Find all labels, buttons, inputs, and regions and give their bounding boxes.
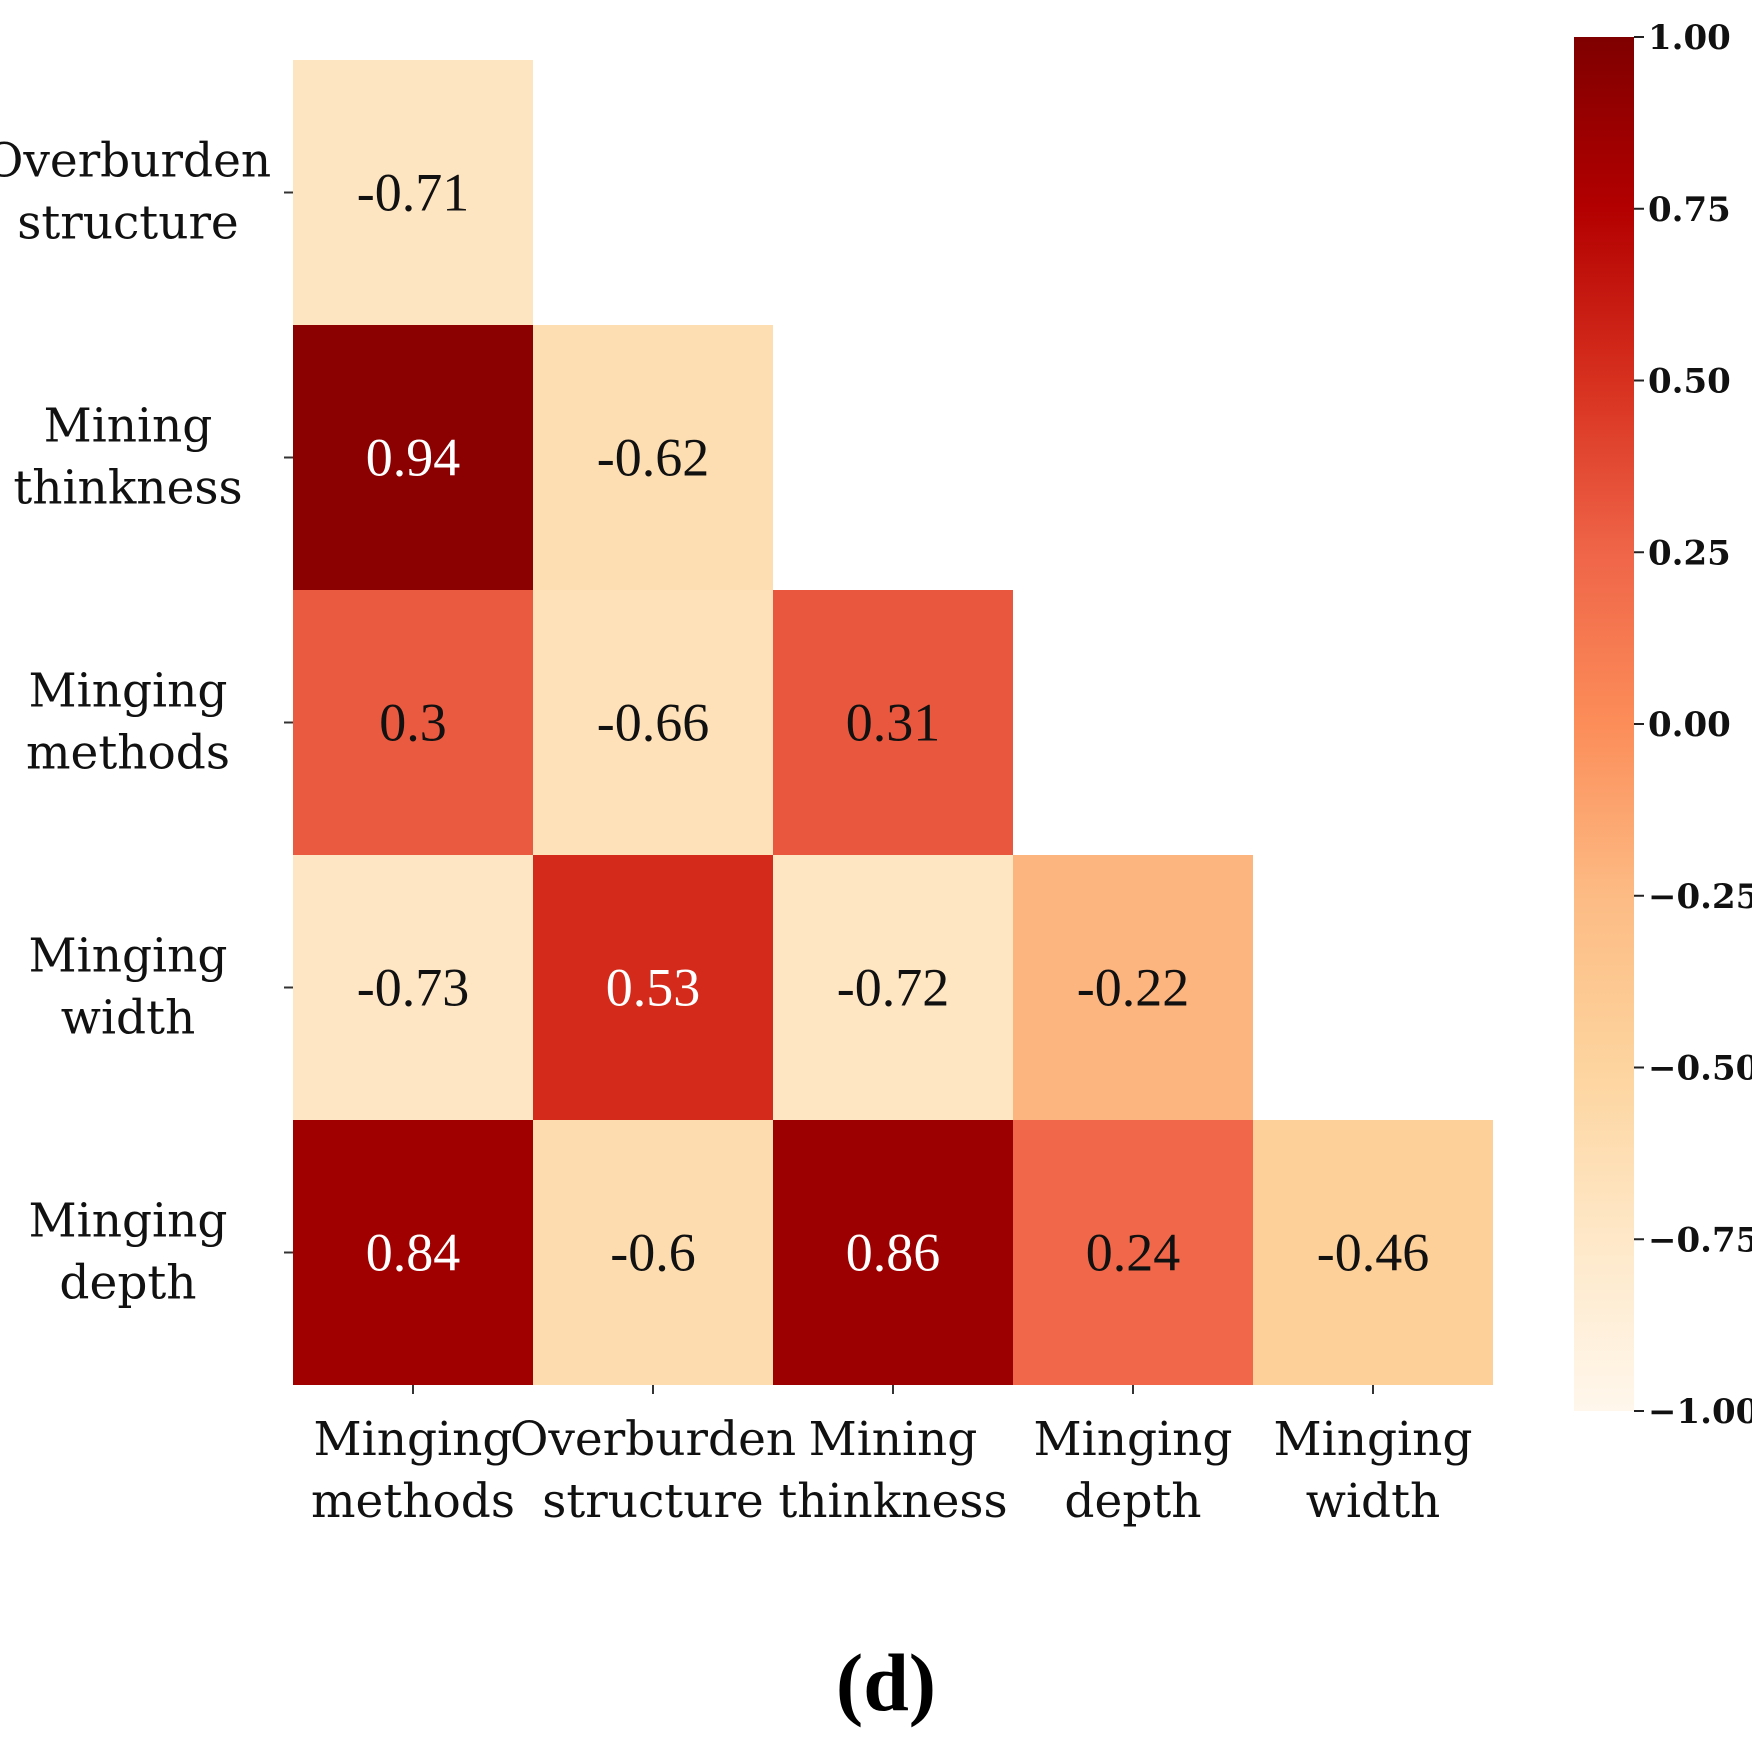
colorbar-tick-label: 1.00 [1648,18,1731,58]
x-axis-tick-label-line: structure [542,1474,764,1529]
heatmap-cell-value: -0.22 [1077,958,1189,1018]
heatmap-cell: 0.84 [293,1120,533,1385]
y-axis-tick-label-line: structure [17,196,239,251]
heatmap-cell: 0.86 [773,1120,1013,1385]
heatmap-cell: 0.24 [1013,1120,1253,1385]
colorbar-tick-label: −1.00 [1648,1392,1752,1432]
y-axis-tick-label-line: Minging [29,664,228,719]
colorbar-tick-label: 0.75 [1648,190,1731,230]
heatmap-cell-rect [293,590,533,855]
heatmap-cell: -0.66 [533,590,773,855]
x-axis-tick-label-line: thinkness [778,1474,1007,1529]
heatmap-cells: -0.71 0.94 -0.62 0.3 -0.66 0.31 -0.73 0.53 -0.72… [293,60,1493,1385]
heatmap-cell: -0.6 [533,1120,773,1385]
x-axis-tick-label-line: depth [1064,1474,1201,1529]
panel-label: (d) [836,1637,936,1728]
x-axis-tick-label: Minging width [1274,1412,1473,1529]
heatmap-cell: -0.22 [1013,855,1253,1120]
y-axis-tick-label-line: Overburden [0,134,271,189]
heatmap-cell-rect [533,1120,773,1385]
heatmap-cell-value: -0.62 [597,428,709,488]
heatmap-cell: -0.46 [1253,1120,1493,1385]
heatmap-cell: -0.71 [293,60,533,325]
heatmap-cell-value: -0.71 [357,163,469,223]
x-axis-tick-label-line: Mining [809,1412,978,1467]
heatmap-cell-value: -0.66 [597,693,709,753]
y-axis-tick-label: Minging methods [26,664,230,781]
colorbar-tick-label: −0.75 [1648,1220,1752,1260]
heatmap-cell: -0.73 [293,855,533,1120]
y-axis-tick-labels: Overburden structure Mining thinkness Mingin… [0,134,293,1311]
heatmap-cell-value: 0.3 [379,693,447,753]
x-axis-tick-label: Minging methods [311,1412,515,1529]
heatmap-cell: 0.3 [293,590,533,855]
heatmap-cell: -0.62 [533,325,773,590]
x-axis-tick-label: Mining thinkness [778,1412,1007,1529]
heatmap-cell-value: 0.24 [1086,1223,1181,1283]
heatmap-cell-rect [1013,1120,1253,1385]
heatmap-cell-rect [533,855,773,1120]
heatmap-cell: 0.94 [293,325,533,590]
heatmap-cell-rect [773,1120,1013,1385]
x-axis-tick-label-line: Minging [314,1412,513,1467]
heatmap-cell-value: 0.31 [846,693,941,753]
y-axis-tick-label-line: width [61,991,196,1046]
y-axis-tick-label-line: methods [26,726,230,781]
heatmap-cell-value: 0.53 [606,958,701,1018]
heatmap-cell-value: 0.94 [366,428,461,488]
heatmap-cell-rect [1253,1120,1493,1385]
x-axis-tick-label-line: Minging [1274,1412,1473,1467]
heatmap-cell-rect [533,590,773,855]
y-axis-tick-label-line: Mining [44,399,213,454]
y-axis-tick-label: Minging depth [29,1194,228,1311]
heatmap-cell-rect [1013,855,1253,1120]
colorbar: 1.00 0.75 0.50 0.25 0.00 −0.25 −0.50 −0.75 −1.00 [1574,18,1752,1432]
heatmap-cell-rect [293,1120,533,1385]
colorbar-tick-label: 0.50 [1648,362,1731,402]
heatmap-cell-value: -0.72 [837,958,949,1018]
heatmap-cell: 0.53 [533,855,773,1120]
x-axis-tick-label-line: methods [311,1474,515,1529]
y-axis-tick-label: Mining thinkness [13,399,242,516]
y-axis-tick-label-line: thinkness [13,461,242,516]
y-axis-tick-label-line: Minging [29,1194,228,1249]
heatmap-cell-rect [533,325,773,590]
heatmap-cell-rect [773,590,1013,855]
heatmap-cell-rect [293,60,533,325]
heatmap-cell-rect [293,855,533,1120]
x-axis-tick-label-line: Minging [1034,1412,1233,1467]
colorbar-scale [1574,37,1634,1411]
heatmap-cell: 0.31 [773,590,1013,855]
y-axis-tick-label-line: depth [59,1256,196,1311]
heatmap-cell-rect [773,855,1013,1120]
x-axis-tick-label: Minging depth [1034,1412,1233,1529]
y-axis-tick-label: Overburden structure [0,134,271,251]
y-axis-tick-label-line: Minging [29,929,228,984]
heatmap-cell-value: -0.46 [1317,1223,1429,1283]
heatmap-cell-value: 0.86 [846,1223,941,1283]
heatmap-cell-rect [293,325,533,590]
y-axis-tick-label: Minging width [29,929,228,1046]
x-axis-tick-label: Overburden structure [510,1412,796,1529]
colorbar-tick-label: −0.25 [1648,877,1752,917]
x-axis-tick-label-line: width [1306,1474,1441,1529]
colorbar-tick-label: −0.50 [1648,1049,1752,1089]
x-axis-tick-label-line: Overburden [510,1412,796,1467]
heatmap-cell-value: -0.6 [610,1223,695,1283]
colorbar-tick-label: 0.00 [1648,705,1731,745]
heatmap-cell-value: 0.84 [366,1223,461,1283]
x-axis-tick-labels: Minging methods Overburden structure Mining t… [311,1385,1472,1529]
heatmap-cell: -0.72 [773,855,1013,1120]
heatmap-cell-value: -0.73 [357,958,469,1018]
colorbar-tick-label: 0.25 [1648,533,1731,573]
